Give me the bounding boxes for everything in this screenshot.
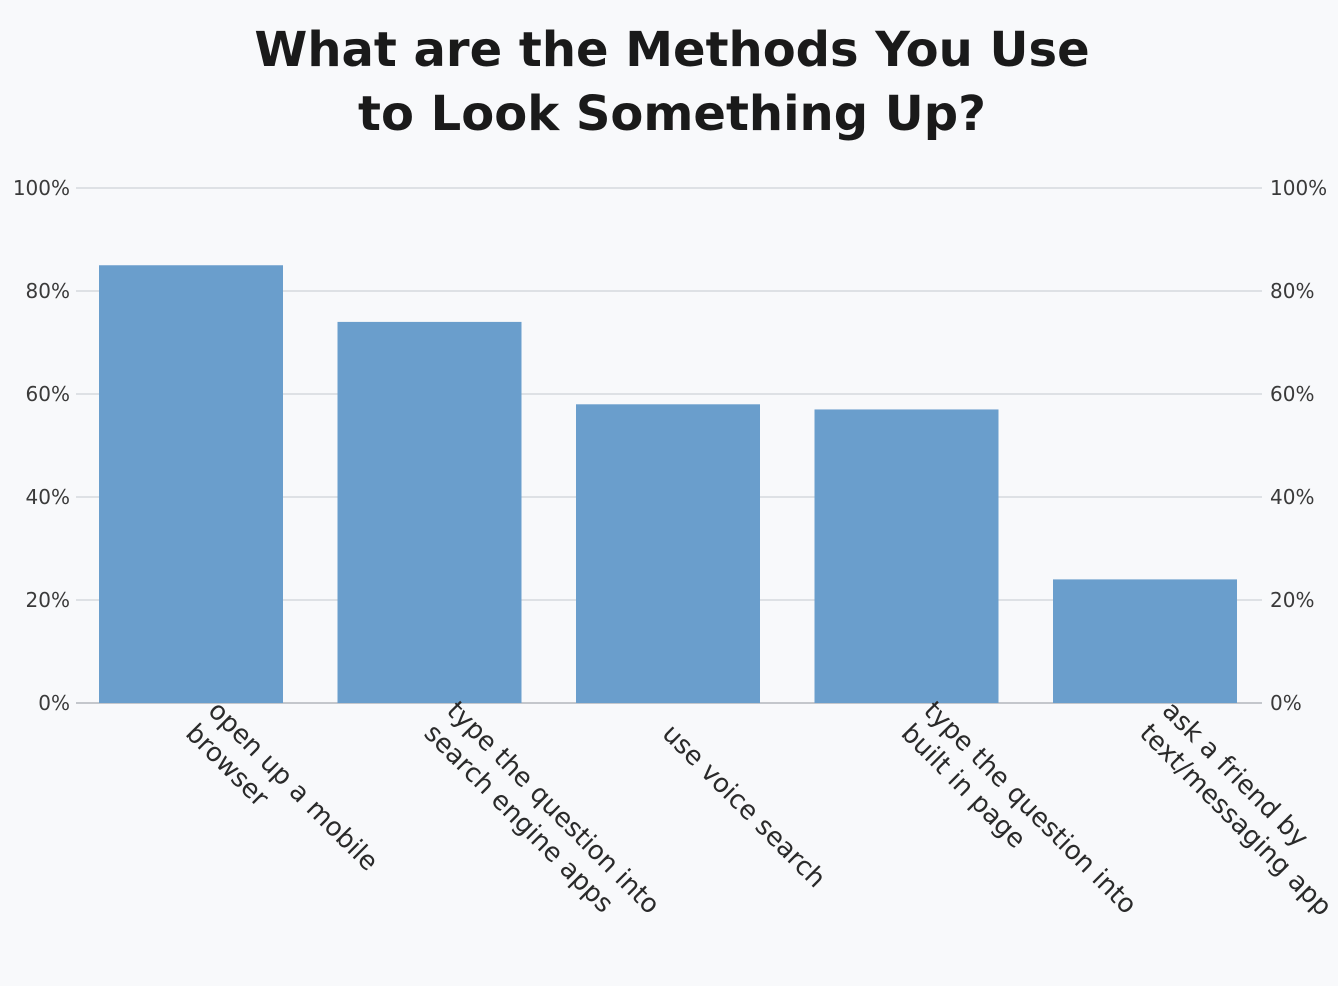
- y-tick-label-right: 100%: [1270, 176, 1327, 200]
- y-tick-label-left: 60%: [26, 382, 70, 406]
- bar: [99, 265, 283, 703]
- chart-title-line: to Look Something Up?: [358, 86, 986, 142]
- x-tick-label-line: type the question into: [918, 696, 1143, 921]
- y-tick-label-right: 40%: [1270, 485, 1314, 509]
- y-tick-label-right: 20%: [1270, 588, 1314, 612]
- bar: [1053, 579, 1237, 703]
- bar: [337, 321, 522, 703]
- chart-title: What are the Methods You Use to Look Some…: [254, 22, 1089, 142]
- bar: [814, 409, 999, 703]
- y-tick-label-left: 80%: [26, 279, 70, 303]
- y-axis-right: 0% 20% 40% 60% 80% 100%: [1270, 176, 1327, 715]
- x-tick-label-line: text/messaging app: [1133, 718, 1337, 922]
- y-tick-label-left: 0%: [38, 691, 70, 715]
- y-tick-label-right: 80%: [1270, 279, 1314, 303]
- x-tick-label: use voice search: [656, 719, 831, 894]
- bar: [576, 404, 760, 703]
- bars: [99, 265, 1237, 703]
- y-tick-label-right: 0%: [1270, 691, 1302, 715]
- y-tick-label-right: 60%: [1270, 382, 1314, 406]
- x-tick-label-line: type the question into: [441, 696, 666, 921]
- x-tick-label-line: use voice search: [656, 719, 831, 894]
- y-tick-label-left: 40%: [26, 485, 70, 509]
- chart-title-line: What are the Methods You Use: [254, 22, 1089, 78]
- y-axis-left: 0% 20% 40% 60% 80% 100%: [13, 176, 70, 715]
- y-tick-label-left: 20%: [26, 588, 70, 612]
- x-tick-label-line: search engine apps: [418, 718, 619, 919]
- y-tick-label-left: 100%: [13, 176, 70, 200]
